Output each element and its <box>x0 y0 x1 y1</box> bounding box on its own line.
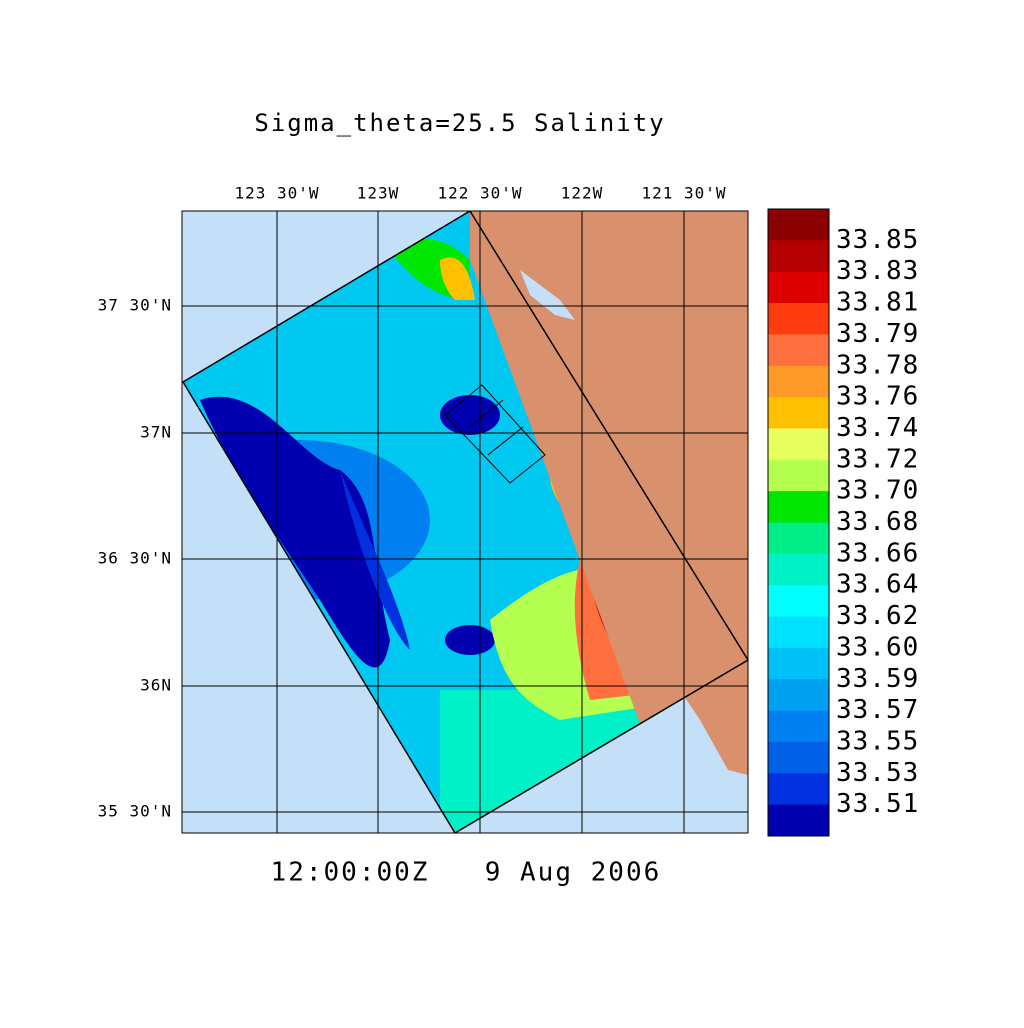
colorbar-cell <box>768 647 829 680</box>
lat-tick-label: 37N <box>140 423 172 442</box>
colorbar-label: 33.62 <box>836 601 919 631</box>
colorbar-cell <box>768 773 829 806</box>
colorbar-cell <box>768 271 829 304</box>
colorbar-cell <box>768 585 829 618</box>
colorbar-label: 33.70 <box>836 476 919 506</box>
colorbar-cell <box>768 679 829 712</box>
colorbar-cell <box>768 553 829 586</box>
colorbar-label: 33.68 <box>836 507 919 537</box>
colorbar-label: 33.79 <box>836 319 919 349</box>
colorbar-cell <box>768 522 829 555</box>
colorbar-cell <box>768 428 829 461</box>
colorbar-cell <box>768 710 829 743</box>
time: 12:00:00Z <box>271 858 430 888</box>
lon-tick-label: 122 30'W <box>437 184 522 203</box>
colorbar-label: 33.83 <box>836 256 919 286</box>
colorbar-cell <box>768 334 829 367</box>
colorbar-label: 33.57 <box>836 695 919 725</box>
colorbar-label: 33.76 <box>836 382 919 412</box>
colorbar-cell <box>768 209 829 241</box>
colorbar-cell <box>768 616 829 649</box>
colorbar-label: 33.51 <box>836 789 919 819</box>
colorbar-cell <box>768 365 829 398</box>
colorbar-label: 33.53 <box>836 758 919 788</box>
colorbar-label: 33.85 <box>836 225 919 255</box>
colorbar-label: 33.74 <box>836 413 919 443</box>
date: 9 Aug 2006 <box>485 858 662 888</box>
lat-tick-label: 35 30'N <box>98 802 172 821</box>
map-frame <box>181 210 749 834</box>
colorbar-frame <box>767 208 830 837</box>
colorbar-label: 33.55 <box>836 726 919 756</box>
colorbar-label: 33.72 <box>836 444 919 474</box>
map <box>182 211 748 833</box>
colorbar-cell <box>768 397 829 429</box>
colorbar-cell <box>768 303 829 335</box>
colorbar-cell <box>768 741 829 774</box>
colorbar-cell <box>768 491 829 523</box>
colorbar: 33.8533.8333.8133.7933.7833.7633.7433.72… <box>767 208 919 837</box>
lat-tick-label: 37 30'N <box>98 296 172 315</box>
colorbar-cell <box>768 804 829 837</box>
lat-tick-label: 36 30'N <box>98 549 172 568</box>
title: Sigma_theta=25.5 Salinity <box>254 109 665 137</box>
colorbar-label: 33.64 <box>836 570 919 600</box>
lat-tick-label: 36N <box>140 676 172 695</box>
colorbar-cell <box>768 459 829 492</box>
colorbar-label: 33.78 <box>836 350 919 380</box>
lon-tick-label: 121 30'W <box>641 184 726 203</box>
lon-tick-label: 123W <box>357 184 400 203</box>
colorbar-label: 33.66 <box>836 538 919 568</box>
colorbar-label: 33.60 <box>836 632 919 662</box>
lon-tick-label: 123 30'W <box>234 184 319 203</box>
colorbar-cell <box>768 240 829 273</box>
colorbar-label: 33.59 <box>836 664 919 694</box>
colorbar-label: 33.81 <box>836 288 919 318</box>
lon-tick-label: 122W <box>561 184 604 203</box>
